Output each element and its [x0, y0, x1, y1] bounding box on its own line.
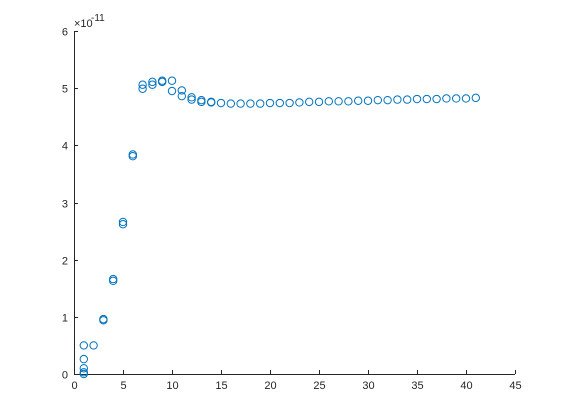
x-tick-label: 35: [411, 380, 423, 392]
data-point: [138, 84, 147, 93]
data-point: [187, 95, 196, 104]
data-point: [138, 80, 147, 89]
x-tick-label: 45: [509, 380, 521, 392]
data-point: [187, 93, 196, 102]
x-tick-label: 10: [166, 380, 178, 392]
data-point: [334, 97, 343, 106]
data-point: [265, 98, 275, 108]
data-point: [324, 97, 333, 106]
data-point: [109, 276, 118, 286]
data-point: [314, 97, 324, 107]
data-point: [295, 98, 304, 107]
data-point: [99, 314, 108, 324]
x-tick-label: 25: [313, 380, 325, 392]
data-point: [461, 94, 471, 103]
data-point: [236, 99, 245, 108]
x-tick-label: 0: [71, 380, 77, 392]
exponent-base: ×10: [74, 18, 93, 30]
data-point: [109, 274, 118, 284]
data-point: [363, 96, 373, 105]
y-tick-label: 5: [62, 84, 68, 96]
x-tick-label: 5: [120, 380, 126, 392]
data-point: [148, 77, 157, 87]
data-point: [148, 80, 157, 89]
data-point: [197, 97, 206, 107]
data-point: [216, 98, 226, 108]
data-point: [354, 96, 363, 105]
data-point: [305, 97, 314, 107]
x-tick-label: 30: [362, 380, 374, 392]
data-point: [128, 150, 138, 159]
data-point: [383, 95, 392, 105]
y-tick-label: 1: [62, 313, 68, 325]
data-point: [373, 95, 382, 105]
data-point: [246, 99, 255, 108]
data-point: [89, 341, 98, 350]
exponent-power: -11: [91, 13, 105, 24]
data-point: [412, 94, 422, 104]
data-point: [79, 364, 89, 373]
data-point: [158, 76, 167, 85]
data-point: [256, 99, 265, 108]
data-point: [344, 97, 353, 106]
data-point: [128, 151, 138, 161]
data-point: [177, 86, 187, 95]
y-tick-label: 4: [62, 141, 68, 153]
data-point: [167, 86, 177, 96]
y-tick-label: 3: [62, 199, 68, 211]
data-point: [285, 98, 294, 108]
data-point: [275, 98, 284, 108]
y-axis-exponent-label: ×10 -11: [74, 13, 105, 30]
data-point: [118, 217, 128, 227]
data-point: [79, 341, 89, 350]
data-point: [226, 99, 236, 108]
data-point: [167, 76, 177, 85]
data-point: [442, 94, 451, 103]
data-point: [471, 93, 480, 103]
data-point: [79, 354, 89, 364]
data-point: [197, 95, 206, 105]
data-point: [403, 95, 412, 104]
data-point: [207, 97, 216, 107]
data-point: [393, 95, 402, 104]
data-point: [177, 91, 187, 101]
data-point: [118, 220, 128, 229]
y-tick-label: 2: [62, 256, 68, 268]
x-tick-label: 15: [215, 380, 227, 392]
data-markers: [79, 76, 480, 379]
y-tick-label: 6: [62, 27, 68, 39]
x-tick-label: 20: [264, 380, 276, 392]
x-tick-label: 40: [460, 380, 472, 392]
data-point: [432, 94, 441, 104]
data-point: [452, 94, 461, 103]
data-point: [422, 94, 431, 104]
y-tick-label: 0: [62, 370, 68, 382]
data-point: [79, 368, 89, 377]
